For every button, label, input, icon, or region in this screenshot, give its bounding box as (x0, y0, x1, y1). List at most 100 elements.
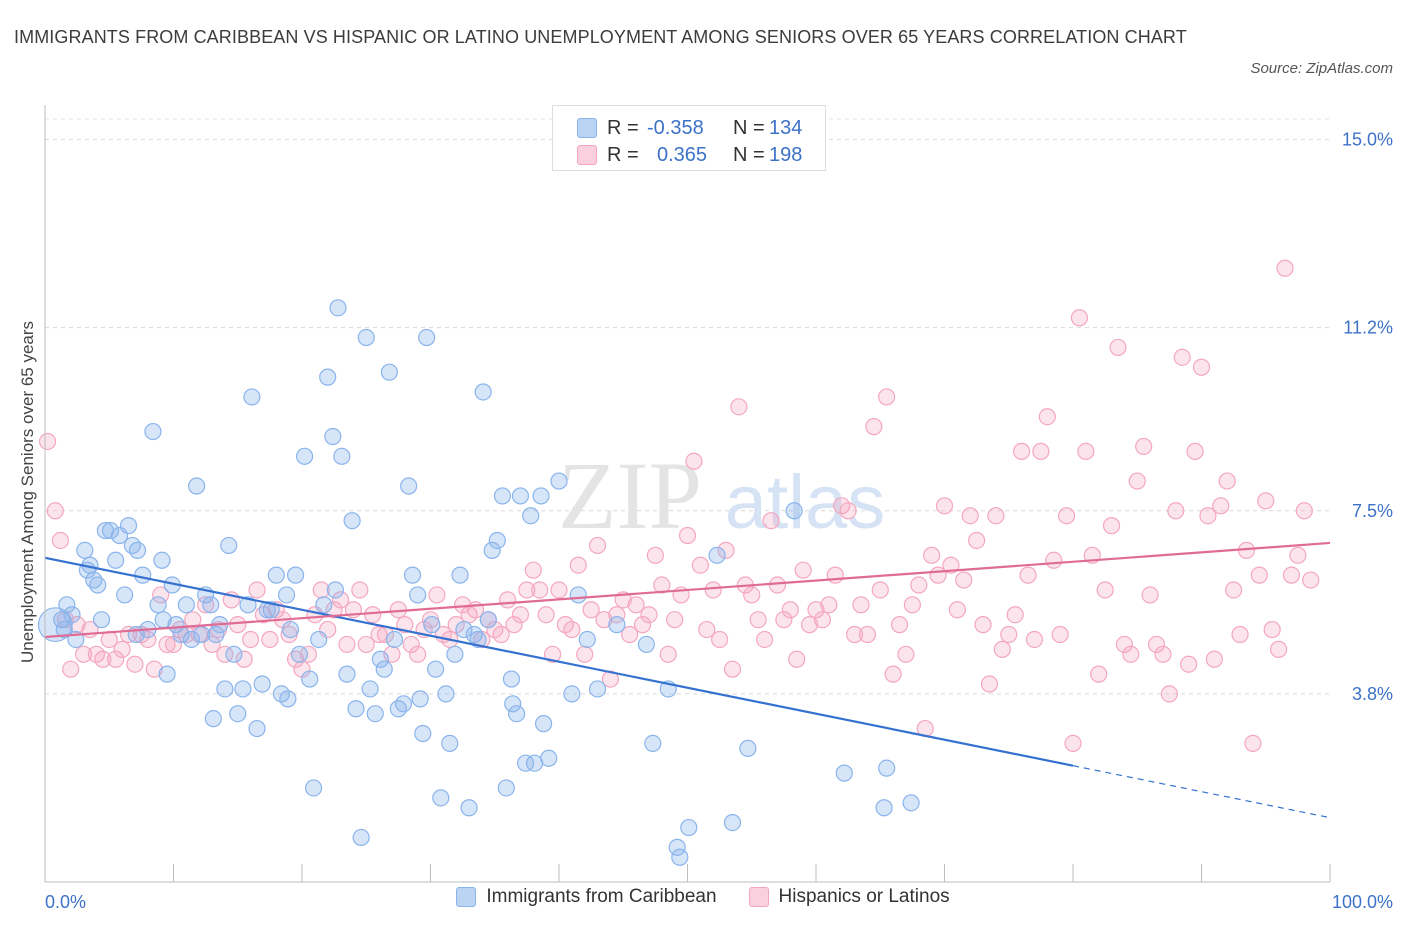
hispanic-point (94, 650, 112, 668)
caribbean-point (511, 487, 530, 505)
caribbean-point (403, 566, 422, 584)
hispanic-point (158, 635, 176, 654)
caribbean-point (608, 616, 626, 634)
stats-r-label: R = (607, 116, 639, 139)
chart-title: IMMIGRANTS FROM CARIBBEAN VS HISPANIC OR… (14, 27, 1187, 47)
hispanic-point (704, 581, 722, 599)
caribbean-point (243, 388, 261, 406)
hispanic-point (113, 640, 131, 658)
caribbean-point (411, 690, 429, 708)
hispanic-point (1070, 309, 1089, 327)
hispanic-point (1154, 645, 1172, 663)
hispanic-point (910, 576, 928, 594)
hispanic-point (409, 645, 427, 663)
hispanic-point (1257, 492, 1275, 510)
caribbean-point (329, 299, 347, 317)
caribbean-point (319, 368, 337, 386)
caribbean-point (785, 502, 803, 520)
stats-n-value: 198 (769, 143, 803, 166)
caribbean-point (343, 512, 361, 530)
hispanic-point (1302, 571, 1320, 589)
caribbean-point (375, 660, 393, 678)
caribbean-point (279, 690, 297, 708)
hispanic-point (640, 606, 658, 624)
legend-item-hispanic[interactable]: Hispanics or Latinos (748, 886, 950, 908)
caribbean-point (116, 586, 134, 604)
hispanic-point (1276, 259, 1294, 277)
hispanic-point (370, 625, 388, 644)
source-label: Source: ZipAtlas.com (1250, 60, 1393, 77)
caribbean-point (389, 700, 407, 718)
hispanic-point (1199, 507, 1217, 525)
hispanic-point (235, 650, 253, 668)
hispanic-point (826, 566, 844, 584)
caribbean-point (380, 363, 398, 381)
caribbean-point (58, 596, 76, 614)
hispanic-point (1225, 581, 1243, 599)
hispanic-point (62, 660, 80, 678)
hispanic-point (74, 645, 93, 663)
caribbean-point (460, 799, 478, 817)
stats-n-label: N = (733, 116, 765, 139)
hispanic-point (903, 596, 921, 614)
caribbean-point (361, 680, 379, 698)
hispanic-point (1096, 581, 1114, 599)
stats-r-label: R = (607, 143, 639, 166)
caribbean-point (262, 601, 280, 619)
hispanic-point (126, 655, 144, 673)
hispanic-point (428, 586, 446, 604)
caribbean-point (248, 719, 266, 738)
caribbean-point (207, 625, 225, 644)
hispanic-point (1173, 348, 1191, 366)
hispanic-point (499, 591, 517, 609)
hispanic-point (646, 546, 664, 564)
hispanic-point (711, 630, 729, 649)
hispanic-point (987, 507, 1005, 525)
hispanic-point (312, 581, 330, 599)
caribbean-point (347, 700, 365, 718)
hispanic-point (1205, 650, 1223, 668)
hispanic-point (820, 596, 838, 614)
caribbean-point (366, 705, 384, 723)
caribbean-point (534, 715, 553, 733)
caribbean-point (637, 635, 655, 654)
hispanic-point (730, 398, 748, 416)
caribbean-point (451, 566, 469, 584)
caribbean-point (400, 477, 418, 495)
hispanic-point (1218, 472, 1236, 490)
stats-n-label: N = (733, 143, 765, 166)
caribbean-point (154, 611, 172, 629)
hispanic-point (788, 650, 806, 668)
hispanic-point (216, 645, 234, 663)
caribbean-point (540, 749, 558, 767)
y-tick-label: 15.0% (1342, 130, 1393, 150)
legend-item-caribbean[interactable]: Immigrants from Caribbean (456, 886, 717, 908)
caribbean-point (569, 586, 587, 604)
hispanic-point (800, 616, 819, 634)
caribbean-point (516, 754, 535, 772)
caribbean-point (55, 620, 73, 639)
caribbean-point (315, 596, 333, 614)
caribbean-point (708, 546, 726, 564)
hispanic-point (755, 630, 774, 649)
hispanic-point (839, 502, 857, 520)
hispanic-point (1122, 645, 1140, 663)
hispanic-point (396, 616, 414, 634)
hispanic-point (569, 556, 587, 574)
caribbean-point (502, 670, 521, 688)
caribbean-point (474, 383, 492, 401)
hispanic-point (1263, 620, 1281, 639)
watermark-atlas: atlas (725, 460, 886, 545)
caribbean-point (878, 759, 896, 777)
hispanic-point (781, 601, 799, 619)
caribbean-point (123, 536, 141, 555)
caribbean-point (76, 541, 94, 559)
caribbean-point (493, 487, 512, 505)
caribbean-point (479, 611, 497, 629)
caribbean-point (409, 586, 427, 604)
hispanic-point (1269, 640, 1288, 658)
hispanic-point (993, 640, 1011, 658)
hispanic-point (698, 620, 716, 639)
hispanic-point (492, 625, 510, 644)
hispanic-point (1289, 546, 1307, 564)
